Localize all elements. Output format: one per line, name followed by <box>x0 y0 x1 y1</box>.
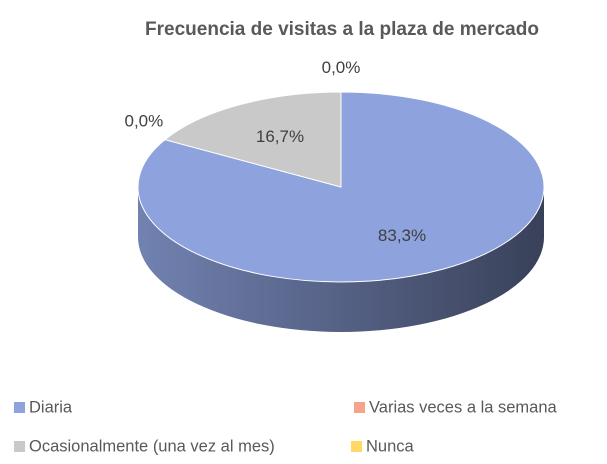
legend-label: Nunca <box>366 437 415 455</box>
legend-swatch <box>14 402 25 413</box>
legend-swatch <box>351 441 362 452</box>
chart-title: Frecuencia de visitas a la plaza de merc… <box>145 19 539 40</box>
legend-label: Diaria <box>29 398 73 416</box>
legend-swatch <box>354 402 365 413</box>
data-label: 16,7% <box>256 127 304 146</box>
data-label: 0,0% <box>322 58 361 77</box>
legend-label: Varias veces a la semana <box>369 398 558 416</box>
legend-swatch <box>14 441 25 452</box>
data-label: 83,3% <box>378 226 426 245</box>
data-label: 0,0% <box>124 111 163 130</box>
slice <box>163 91 342 188</box>
legend-label: Ocasionalmente (una vez al mes) <box>29 437 275 455</box>
slice-side-shade <box>138 187 544 332</box>
